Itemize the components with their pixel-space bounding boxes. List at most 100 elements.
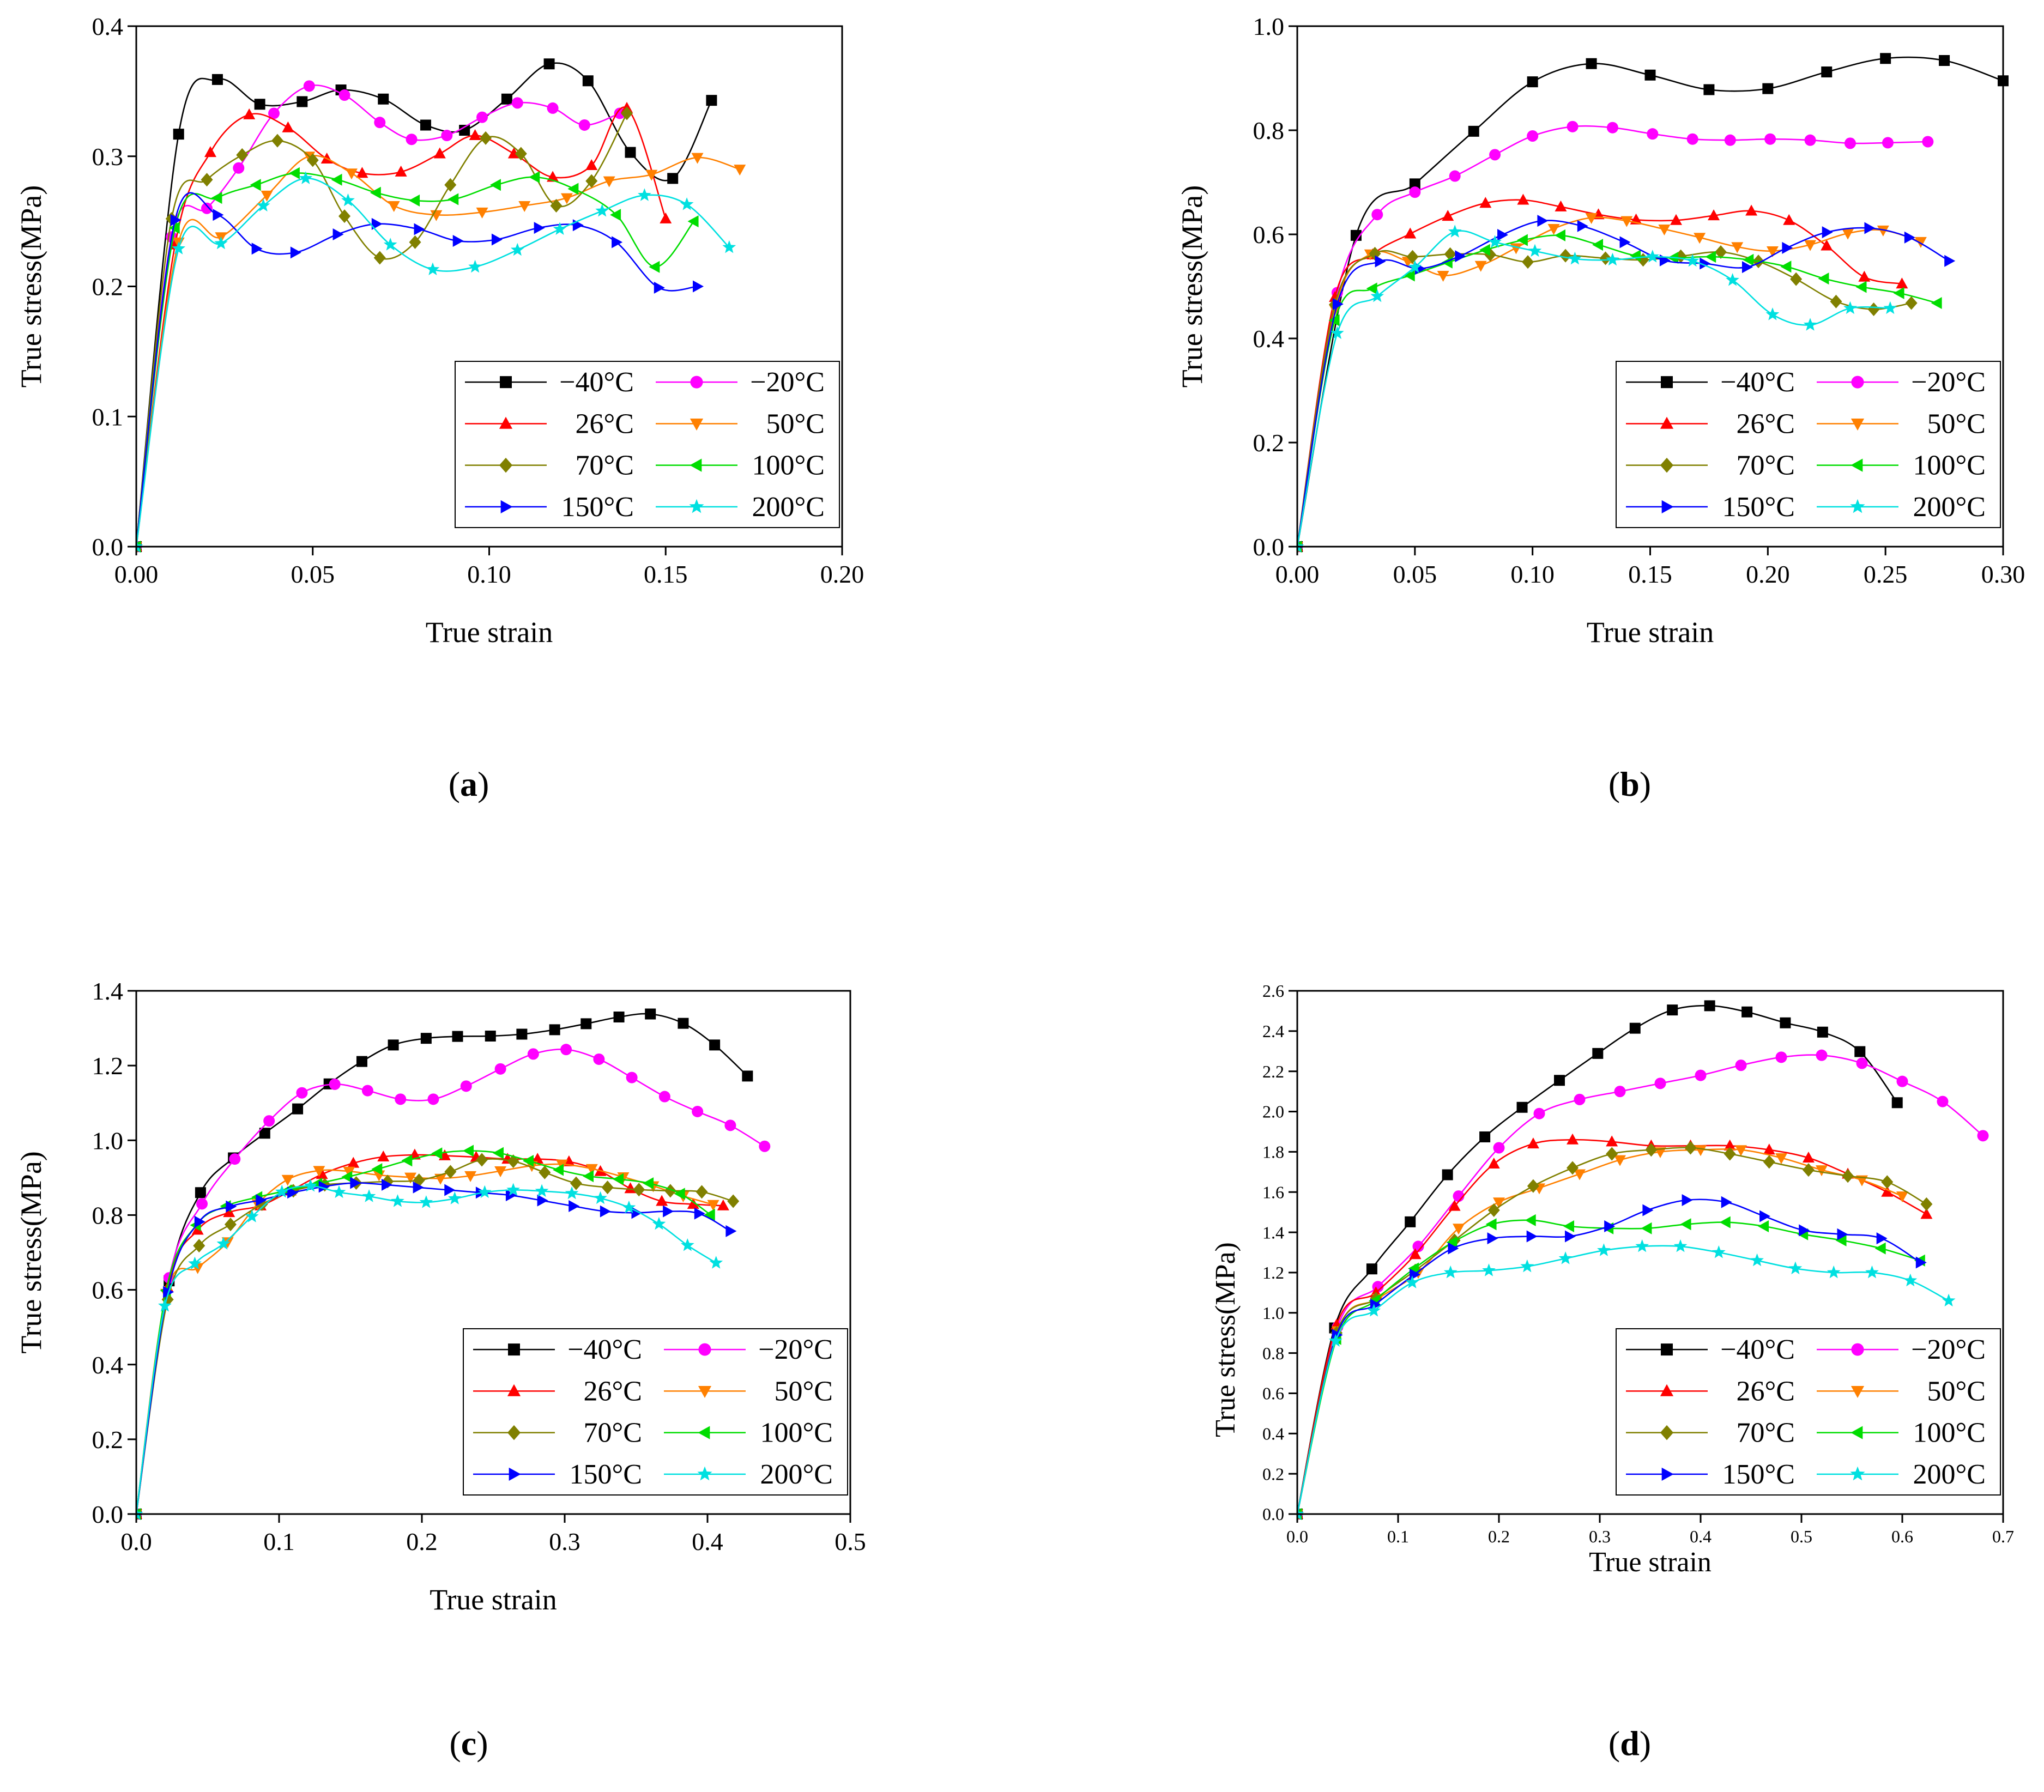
data-point-d-0-12: [1741, 1006, 1753, 1018]
data-point-d-0-3: [1405, 1216, 1416, 1227]
data-point-a-3-5: [345, 168, 358, 180]
legend-label-c-1: −20°C: [758, 1334, 833, 1365]
legend-marker-c-3: [698, 1386, 712, 1399]
data-point-a-3-11: [603, 176, 615, 187]
legend-label-c-7: 200°C: [760, 1459, 833, 1490]
legend-label-d-2: 26°C: [1737, 1376, 1795, 1407]
data-point-c-6-6: [318, 1180, 330, 1193]
data-point-c-7-11: [447, 1191, 462, 1204]
data-point-b-2-13: [1783, 214, 1795, 225]
data-point-a-1-6: [338, 89, 350, 101]
data-point-d-4-15: [1881, 1175, 1894, 1189]
data-point-c-0-18: [709, 1039, 721, 1051]
series-line-a-5: [136, 172, 695, 547]
data-point-d-1-17: [1977, 1130, 1989, 1142]
data-point-d-6-4: [1448, 1242, 1459, 1255]
x-tick-label-c-1: 0.1: [263, 1528, 295, 1555]
data-point-d-2-11: [1724, 1139, 1736, 1151]
data-point-a-4-10: [480, 131, 492, 145]
data-point-c-7-10: [419, 1195, 433, 1208]
data-point-a-2-14: [660, 212, 672, 223]
data-point-a-1-2: [201, 202, 213, 214]
data-point-b-0-3: [1468, 125, 1479, 137]
legend-marker-d-5: [1851, 1426, 1863, 1439]
data-point-b-3-4: [1437, 270, 1449, 282]
data-point-b-7-8: [1606, 252, 1619, 266]
y-tick-label-b-3: 0.6: [1253, 221, 1285, 249]
y-tick-label-a-2: 0.2: [92, 273, 124, 301]
data-point-d-2-13: [1802, 1151, 1815, 1163]
data-point-b-4-3: [1406, 250, 1419, 264]
legend-marker-c-0: [508, 1343, 520, 1356]
y-tick-label-d-1: 0.2: [1262, 1464, 1284, 1484]
data-point-a-3-7: [430, 210, 443, 221]
data-point-b-0-8: [1762, 83, 1774, 94]
x-tick-label-d-4: 0.4: [1690, 1527, 1712, 1546]
x-tick-label-a-1: 0.05: [291, 560, 335, 588]
data-point-d-7-2: [1367, 1304, 1381, 1317]
data-point-c-1-7: [361, 1085, 373, 1097]
data-point-c-1-11: [494, 1063, 506, 1075]
data-point-d-1-11: [1735, 1060, 1747, 1071]
series-line-c-6: [136, 1182, 731, 1515]
data-point-a-6-3: [251, 243, 263, 255]
data-point-b-1-11: [1724, 134, 1736, 146]
data-point-b-0-11: [1939, 55, 1950, 66]
data-point-d-7-17: [1942, 1293, 1956, 1307]
panel-caption-b: (b): [1608, 765, 1651, 803]
data-point-d-4-11: [1724, 1147, 1736, 1161]
data-point-a-4-11: [515, 147, 527, 161]
data-point-b-1-4: [1449, 170, 1461, 182]
series-line-b-7: [1297, 230, 1890, 547]
data-point-a-4-9: [444, 178, 457, 192]
data-point-d-1-6: [1533, 1107, 1545, 1119]
data-point-b-6-9: [1659, 254, 1671, 267]
data-point-b-7-5: [1488, 235, 1502, 248]
y-tick-label-d-3: 0.6: [1262, 1384, 1284, 1403]
data-point-b-7-2: [1370, 289, 1384, 302]
data-point-c-3-7: [343, 1166, 355, 1178]
data-point-d-4-5: [1487, 1203, 1500, 1217]
data-point-c-2-17: [656, 1195, 668, 1206]
data-point-d-2-5: [1487, 1158, 1500, 1169]
data-point-a-7-6: [383, 238, 397, 251]
data-point-d-2-15: [1881, 1185, 1894, 1197]
legend-label-d-6: 150°C: [1722, 1459, 1795, 1490]
data-point-b-7-1: [1331, 326, 1344, 339]
data-point-b-6-1: [1332, 298, 1344, 310]
legend-marker-a-4: [499, 457, 513, 473]
data-point-a-0-13: [667, 173, 679, 184]
data-point-c-3-11: [464, 1171, 477, 1182]
y-tick-label-c-6: 1.2: [92, 1052, 124, 1080]
data-point-c-2-14: [563, 1155, 575, 1166]
legend-marker-a-7: [689, 499, 704, 513]
legend-box-a: [455, 361, 840, 528]
data-point-d-5-14: [1835, 1234, 1847, 1246]
data-point-d-5-12: [1758, 1220, 1769, 1232]
data-point-d-6-13: [1799, 1224, 1810, 1237]
data-point-c-1-15: [626, 1071, 638, 1083]
data-point-b-7-14: [1843, 301, 1857, 314]
data-point-a-7-10: [553, 222, 567, 235]
data-point-d-4-16: [1920, 1197, 1933, 1211]
y-tick-label-d-2: 0.4: [1262, 1424, 1284, 1444]
data-point-a-4-4: [271, 134, 283, 148]
data-point-a-7-14: [722, 240, 736, 253]
data-point-c-0-19: [742, 1070, 753, 1082]
plot-area-a: [136, 58, 746, 554]
data-point-c-4-18: [696, 1185, 708, 1199]
data-point-a-2-3: [243, 108, 256, 119]
data-point-a-0-14: [706, 95, 717, 106]
data-point-c-7-20: [709, 1256, 723, 1269]
plot-frame-d: [1296, 990, 2004, 1515]
data-point-c-5-18: [674, 1188, 685, 1200]
data-point-d-1-14: [1856, 1057, 1868, 1069]
x-tick-label-c-0: 0.0: [120, 1528, 152, 1555]
data-point-a-1-13: [578, 119, 590, 131]
data-point-c-6-14: [569, 1200, 580, 1212]
data-point-c-0-2: [195, 1187, 206, 1198]
data-point-b-2-11: [1708, 209, 1720, 221]
data-point-b-1-6: [1527, 130, 1539, 142]
data-point-a-5-4: [288, 167, 300, 179]
data-point-b-6-4: [1455, 250, 1466, 263]
